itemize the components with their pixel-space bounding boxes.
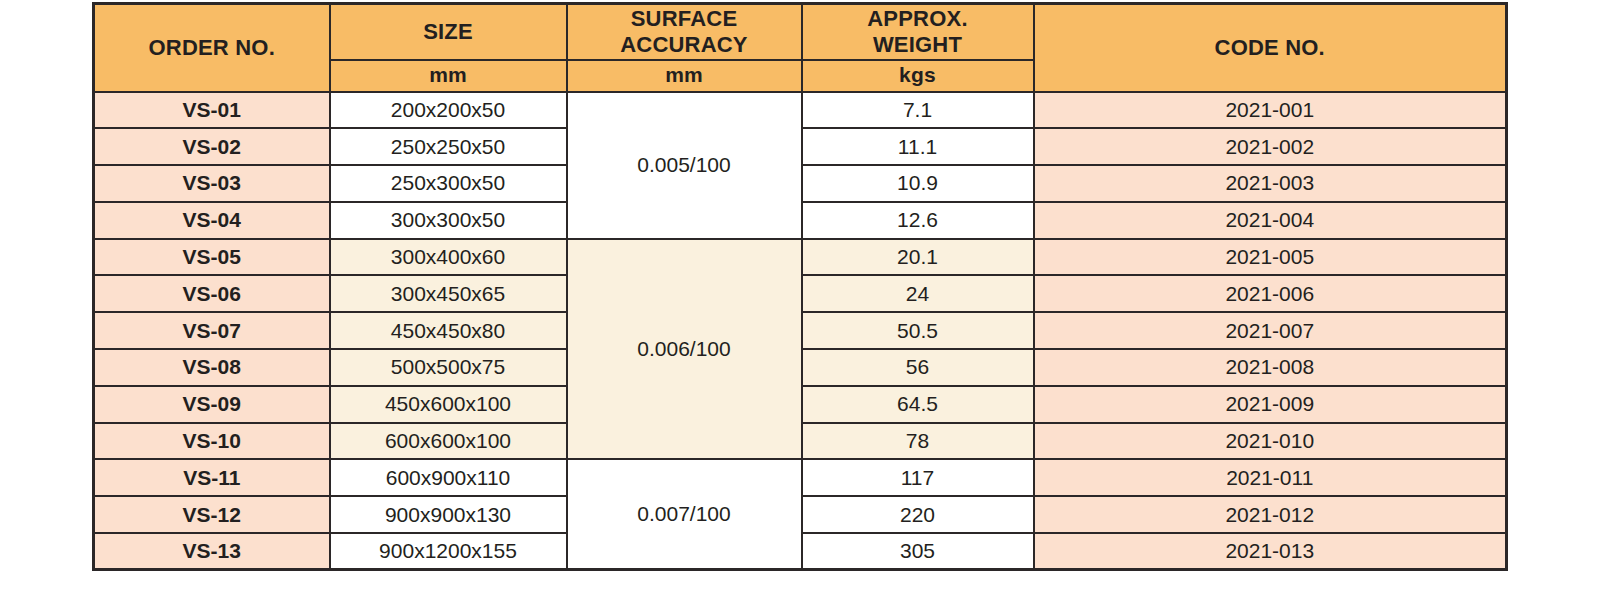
table-row: VS-11 600x900x110 0.007/100 117 2021-011 bbox=[94, 459, 1507, 496]
order-no-cell: VS-13 bbox=[94, 533, 330, 570]
order-no-cell: VS-04 bbox=[94, 202, 330, 239]
order-no-cell: VS-03 bbox=[94, 165, 330, 202]
table-body: VS-01 200x200x50 0.005/100 7.1 2021-001 … bbox=[94, 92, 1507, 570]
order-no-cell: VS-12 bbox=[94, 496, 330, 533]
weight-cell: 50.5 bbox=[802, 312, 1034, 349]
col-header-code-no: CODE NO. bbox=[1034, 4, 1507, 92]
weight-cell: 64.5 bbox=[802, 386, 1034, 423]
col-header-approx-weight: APPROX. WEIGHT bbox=[802, 4, 1034, 60]
weight-cell: 11.1 bbox=[802, 128, 1034, 165]
size-cell: 250x250x50 bbox=[330, 128, 567, 165]
order-no-cell: VS-01 bbox=[94, 92, 330, 129]
size-cell: 900x1200x155 bbox=[330, 533, 567, 570]
specification-table: ORDER NO. SIZE SURFACE ACCURACY APPROX. … bbox=[92, 2, 1508, 571]
weight-cell: 20.1 bbox=[802, 239, 1034, 276]
size-cell: 200x200x50 bbox=[330, 92, 567, 129]
order-no-cell: VS-07 bbox=[94, 312, 330, 349]
table-row: VS-05 300x400x60 0.006/100 20.1 2021-005 bbox=[94, 239, 1507, 276]
unit-size-mm: mm bbox=[330, 60, 567, 92]
surface-accuracy-cell: 0.005/100 bbox=[567, 92, 802, 239]
size-cell: 450x600x100 bbox=[330, 386, 567, 423]
order-no-cell: VS-05 bbox=[94, 239, 330, 276]
code-no-cell: 2021-011 bbox=[1034, 459, 1507, 496]
surface-accuracy-cell: 0.006/100 bbox=[567, 239, 802, 460]
size-cell: 900x900x130 bbox=[330, 496, 567, 533]
order-no-cell: VS-10 bbox=[94, 423, 330, 460]
surface-accuracy-cell: 0.007/100 bbox=[567, 459, 802, 569]
size-cell: 300x300x50 bbox=[330, 202, 567, 239]
code-no-cell: 2021-008 bbox=[1034, 349, 1507, 386]
code-no-cell: 2021-003 bbox=[1034, 165, 1507, 202]
weight-cell: 7.1 bbox=[802, 92, 1034, 129]
order-no-cell: VS-06 bbox=[94, 275, 330, 312]
table-row: VS-01 200x200x50 0.005/100 7.1 2021-001 bbox=[94, 92, 1507, 129]
code-no-cell: 2021-010 bbox=[1034, 423, 1507, 460]
code-no-cell: 2021-001 bbox=[1034, 92, 1507, 129]
weight-cell: 10.9 bbox=[802, 165, 1034, 202]
weight-cell: 24 bbox=[802, 275, 1034, 312]
order-no-cell: VS-11 bbox=[94, 459, 330, 496]
col-header-surface-accuracy: SURFACE ACCURACY bbox=[567, 4, 802, 60]
code-no-cell: 2021-006 bbox=[1034, 275, 1507, 312]
size-cell: 300x450x65 bbox=[330, 275, 567, 312]
weight-cell: 56 bbox=[802, 349, 1034, 386]
col-header-size: SIZE bbox=[330, 4, 567, 60]
order-no-cell: VS-09 bbox=[94, 386, 330, 423]
unit-surface-accuracy-mm: mm bbox=[567, 60, 802, 92]
size-cell: 450x450x80 bbox=[330, 312, 567, 349]
code-no-cell: 2021-005 bbox=[1034, 239, 1507, 276]
order-no-cell: VS-08 bbox=[94, 349, 330, 386]
size-cell: 250x300x50 bbox=[330, 165, 567, 202]
size-cell: 500x500x75 bbox=[330, 349, 567, 386]
page: ORDER NO. SIZE SURFACE ACCURACY APPROX. … bbox=[0, 2, 1600, 589]
weight-cell: 305 bbox=[802, 533, 1034, 570]
code-no-cell: 2021-012 bbox=[1034, 496, 1507, 533]
table-header: ORDER NO. SIZE SURFACE ACCURACY APPROX. … bbox=[94, 4, 1507, 92]
header-row-main: ORDER NO. SIZE SURFACE ACCURACY APPROX. … bbox=[94, 4, 1507, 60]
order-no-cell: VS-02 bbox=[94, 128, 330, 165]
size-cell: 600x900x110 bbox=[330, 459, 567, 496]
size-cell: 600x600x100 bbox=[330, 423, 567, 460]
size-cell: 300x400x60 bbox=[330, 239, 567, 276]
weight-cell: 220 bbox=[802, 496, 1034, 533]
code-no-cell: 2021-013 bbox=[1034, 533, 1507, 570]
code-no-cell: 2021-002 bbox=[1034, 128, 1507, 165]
code-no-cell: 2021-004 bbox=[1034, 202, 1507, 239]
weight-cell: 78 bbox=[802, 423, 1034, 460]
col-header-order-no: ORDER NO. bbox=[94, 4, 330, 92]
code-no-cell: 2021-007 bbox=[1034, 312, 1507, 349]
unit-weight-kgs: kgs bbox=[802, 60, 1034, 92]
weight-cell: 117 bbox=[802, 459, 1034, 496]
code-no-cell: 2021-009 bbox=[1034, 386, 1507, 423]
weight-cell: 12.6 bbox=[802, 202, 1034, 239]
